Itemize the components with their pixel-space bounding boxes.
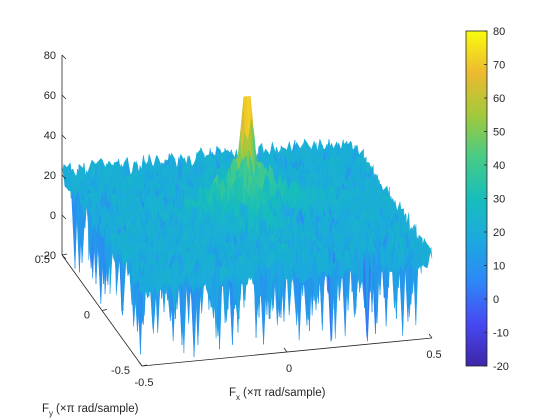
spectrum-surface: [61, 96, 433, 358]
